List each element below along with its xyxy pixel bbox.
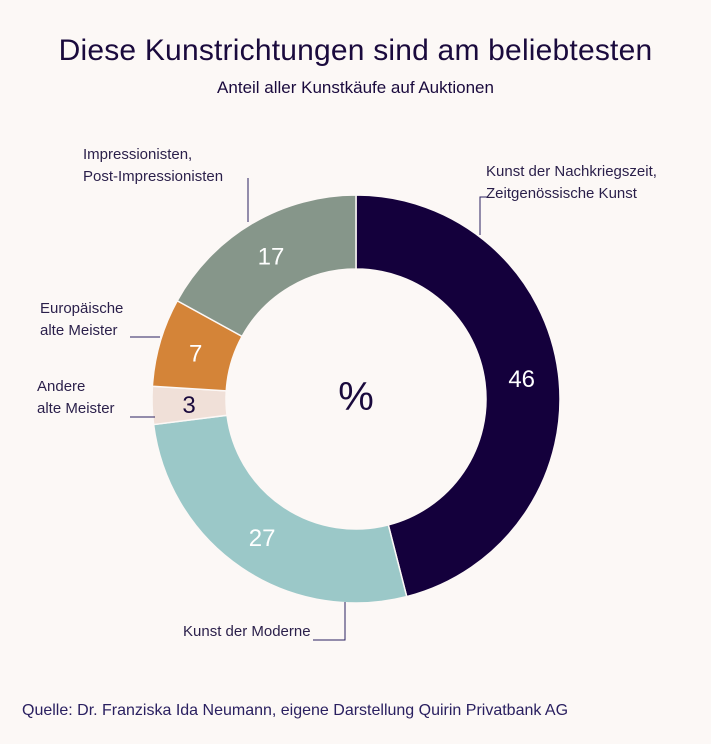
donut-slice-1 <box>152 414 408 604</box>
chart-title: Diese Kunstrichtungen sind am beliebtest… <box>58 34 653 67</box>
slice-value-1: 27 <box>249 525 276 552</box>
leader-line-1 <box>313 602 346 641</box>
slice-value-4: 17 <box>258 243 285 270</box>
slice-label-1: Kunst der Moderne <box>183 623 311 640</box>
slice-value-3: 7 <box>189 340 202 367</box>
slice-label-2: Andere alte Meister <box>37 378 115 417</box>
center-label: % <box>338 375 374 419</box>
slice-value-2: 3 <box>182 392 195 419</box>
slice-label-3: Europäische alte Meister <box>40 300 123 339</box>
slice-label-4: Impressionisten, Post-Impressionisten <box>83 146 223 185</box>
donut-slice-0 <box>355 194 561 598</box>
leader-line-0 <box>479 196 487 235</box>
source-note: Quelle: Dr. Franziska Ida Neumann, eigen… <box>22 702 569 719</box>
donut-slice-4 <box>176 194 357 338</box>
chart-subtitle: Anteil aller Kunstkäufe auf Auktionen <box>217 78 494 97</box>
slice-value-0: 46 <box>508 366 535 393</box>
slice-label-0: Kunst der Nachkriegszeit, Zeitgenössische… <box>486 163 657 202</box>
